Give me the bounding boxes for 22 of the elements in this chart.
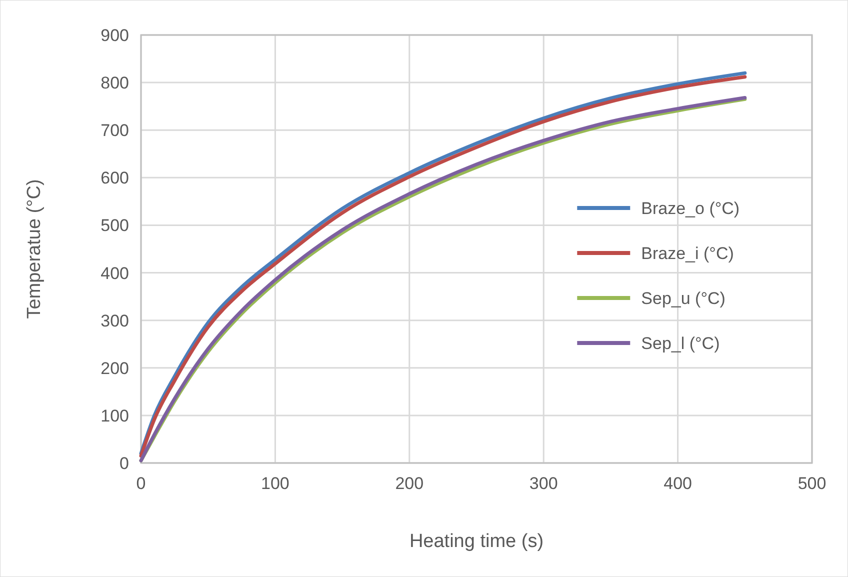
- x-tick-label: 0: [136, 474, 146, 493]
- legend-label: Sep_u (°C): [641, 289, 726, 308]
- x-tick-label: 300: [529, 474, 558, 493]
- legend-label: Sep_l (°C): [641, 334, 720, 353]
- x-tick-label: 200: [395, 474, 424, 493]
- x-tick-label: 100: [261, 474, 290, 493]
- x-axis-title: Heating time (s): [409, 531, 544, 552]
- y-tick-label: 500: [100, 216, 129, 236]
- y-axis-title: Temperatue (°C): [24, 179, 45, 319]
- y-tick-label: 300: [100, 311, 129, 330]
- legend-label: Braze_i (°C): [641, 244, 734, 263]
- y-tick-label: 400: [100, 264, 129, 283]
- y-tick-label: 100: [100, 406, 129, 426]
- x-tick-label: 500: [798, 474, 826, 493]
- y-tick-label: 900: [100, 26, 129, 45]
- y-tick-label: 0: [120, 454, 129, 473]
- y-tick-label: 600: [100, 168, 129, 188]
- legend-label: Braze_o (°C): [641, 199, 740, 218]
- x-tick-label: 400: [664, 474, 692, 493]
- y-tick-label: 800: [100, 74, 129, 93]
- y-tick-label: 200: [100, 358, 129, 378]
- y-tick-label: 700: [100, 121, 129, 140]
